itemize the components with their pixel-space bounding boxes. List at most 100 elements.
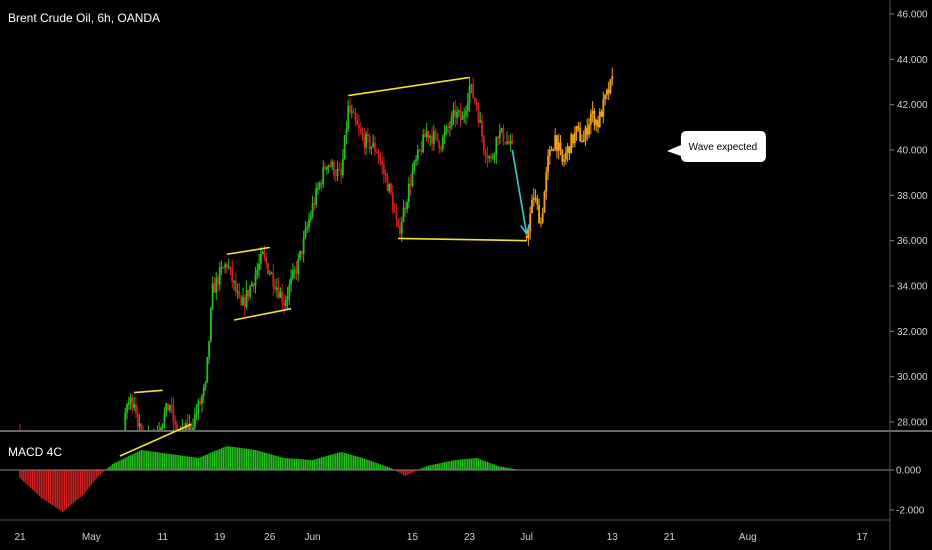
macd-bar [288, 458, 291, 470]
macd-bar [242, 448, 244, 470]
macd-bar [422, 467, 424, 470]
candle-body [479, 120, 482, 123]
macd-pane[interactable] [19, 446, 521, 512]
macd-bar [24, 470, 27, 483]
macd-bar [445, 461, 448, 470]
projection-candle-body [536, 198, 539, 205]
time-tick-label: 19 [214, 532, 226, 543]
trendline[interactable] [398, 237, 527, 242]
trendline[interactable] [134, 389, 163, 394]
candle-body [193, 414, 196, 428]
candle-body [265, 256, 268, 264]
price-axis[interactable]: 46.000 44.000 42.000 40.000 38.000 36.000 34.0… [890, 10, 928, 429]
trendline[interactable] [226, 246, 270, 256]
candle-body [350, 111, 353, 113]
candle-body [411, 170, 414, 186]
macd-bar [265, 453, 267, 470]
candle-body [299, 251, 301, 259]
macd-bar [360, 457, 362, 470]
macd-bar [51, 470, 53, 505]
candle-body [274, 286, 276, 290]
macd-bar [315, 459, 317, 470]
candle-body [174, 421, 177, 425]
candle-body [161, 423, 164, 429]
macd-bar [162, 453, 164, 470]
trendline[interactable] [233, 307, 292, 321]
projection-candle-body [566, 146, 569, 154]
trendline[interactable] [348, 76, 470, 97]
candle-body [438, 140, 441, 149]
projection-candle-body [579, 128, 582, 142]
macd-bar [117, 461, 119, 470]
projection-candle-body [597, 119, 599, 127]
macd-bar [72, 470, 75, 503]
candle-body [234, 281, 237, 292]
macd-bar [406, 470, 408, 476]
price-pane[interactable] [19, 67, 614, 481]
macd-bar [336, 453, 339, 470]
candle-body [406, 202, 409, 210]
candle-body [251, 283, 253, 287]
candle-body [249, 286, 252, 297]
macd-axis[interactable]: 0.000 -2.000 [890, 466, 925, 517]
candle-body [309, 215, 312, 221]
projection-candle-body [589, 113, 592, 125]
candle-body [176, 424, 178, 430]
macd-bar [97, 470, 100, 476]
candle-body [404, 207, 407, 210]
candle-body [315, 188, 318, 205]
macd-bar [436, 463, 439, 470]
projection-candle-body [543, 191, 546, 213]
candle-body [243, 297, 246, 307]
macd-bar [19, 470, 21, 478]
projection-candle-body [529, 213, 532, 232]
macd-bar [244, 448, 246, 470]
candle-body [222, 267, 225, 269]
time-tick-label: 17 [856, 532, 868, 543]
macd-bar [185, 456, 187, 470]
candle-body [399, 226, 401, 234]
macd-bar [479, 459, 481, 470]
candle-body [436, 133, 439, 141]
candle-body [170, 405, 173, 407]
candle-body [365, 133, 367, 148]
macd-bar [475, 458, 478, 470]
macd-bar [35, 470, 37, 493]
macd-bar [63, 470, 66, 511]
macd-bar [260, 451, 262, 470]
macd-bar [249, 449, 251, 470]
candle-body [275, 287, 278, 290]
macd-bar [83, 470, 85, 494]
candle-body [229, 266, 232, 269]
candle-body [306, 226, 309, 230]
macd-bar [129, 455, 132, 470]
candle-body [440, 148, 442, 150]
macd-bar [85, 470, 87, 492]
time-axis[interactable]: 21 May 11 19 26 Jun 15 23 Jul 13 21 Aug 17 [14, 532, 868, 543]
macd-bar [115, 462, 118, 470]
macd-bar [272, 455, 275, 470]
candle-body [420, 149, 423, 153]
time-tick-label: 26 [264, 532, 276, 543]
candle-body [295, 269, 298, 274]
macd-bar [399, 470, 401, 473]
macd-bar [229, 446, 232, 470]
projection-candle-body [527, 231, 530, 238]
callout-box[interactable] [680, 131, 766, 162]
macd-bar [195, 457, 198, 470]
trendline[interactable] [119, 423, 192, 457]
macd-bar [481, 460, 483, 470]
candle-body [415, 159, 417, 162]
macd-bar [431, 464, 433, 470]
macd-bar [358, 457, 360, 470]
macd-bar [33, 470, 35, 492]
candle-body [506, 141, 508, 144]
arrow-shaft[interactable] [511, 149, 528, 235]
candle-body [254, 275, 257, 287]
candle-body [206, 356, 209, 383]
macd-bar [186, 456, 189, 470]
candle-body [358, 124, 360, 129]
candle-body [297, 258, 300, 274]
macd-bar [506, 467, 508, 470]
